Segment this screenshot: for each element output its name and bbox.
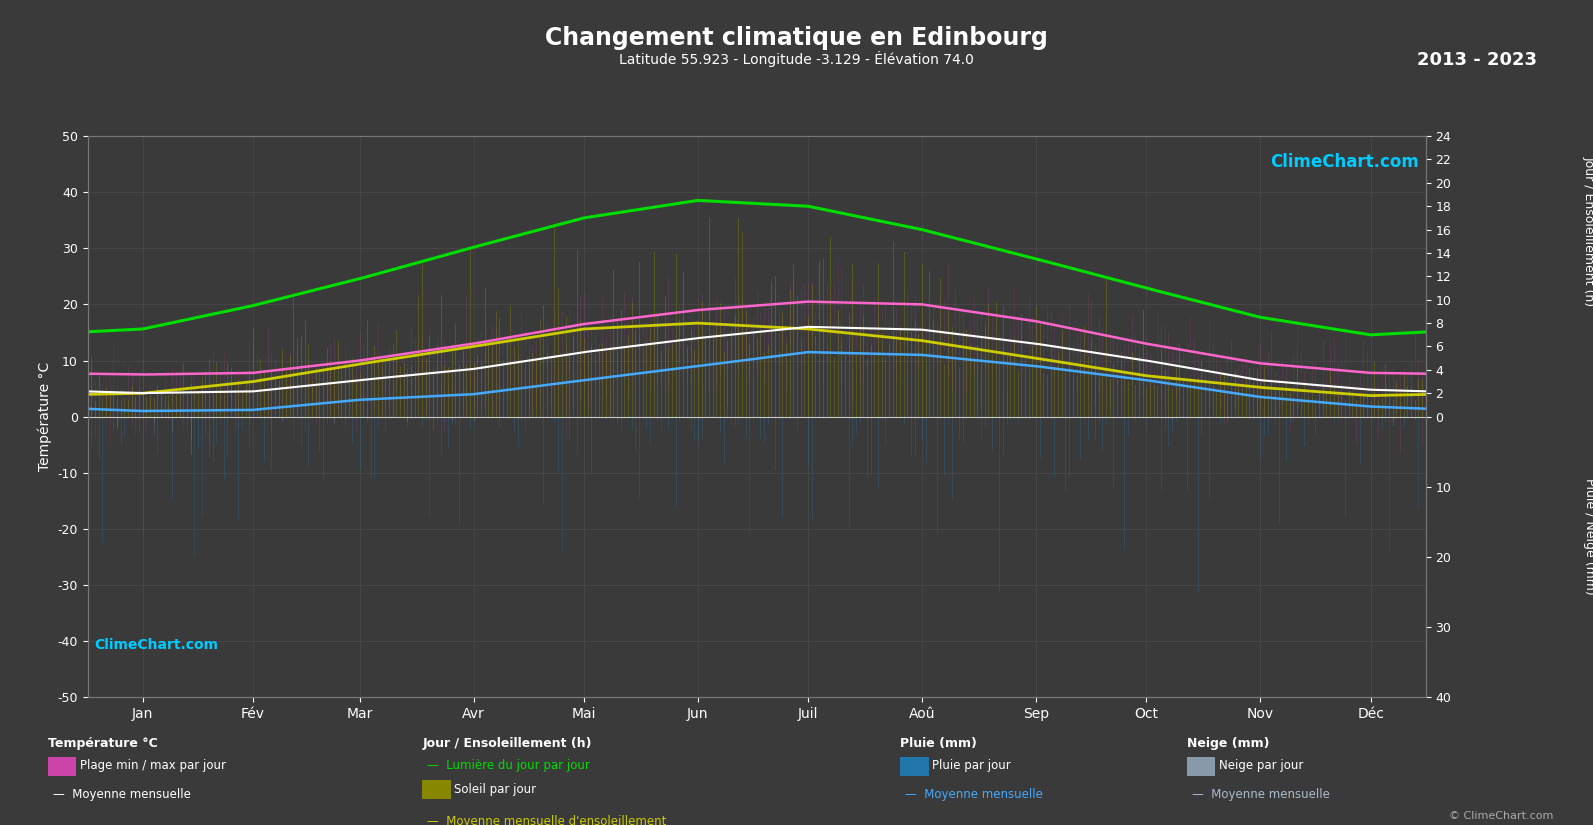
Text: Neige par jour: Neige par jour bbox=[1219, 759, 1303, 772]
Text: Plage min / max par jour: Plage min / max par jour bbox=[80, 759, 226, 772]
Text: —  Moyenne mensuelle: — Moyenne mensuelle bbox=[1192, 788, 1330, 801]
Text: ClimeChart.com: ClimeChart.com bbox=[1270, 153, 1419, 171]
Text: 2013 - 2023: 2013 - 2023 bbox=[1418, 51, 1537, 69]
Text: Neige (mm): Neige (mm) bbox=[1187, 737, 1270, 750]
Text: Pluie / Neige (mm): Pluie / Neige (mm) bbox=[1582, 478, 1593, 595]
Text: Pluie (mm): Pluie (mm) bbox=[900, 737, 977, 750]
Text: —  Moyenne mensuelle d'ensoleillement: — Moyenne mensuelle d'ensoleillement bbox=[427, 815, 666, 825]
Text: —  Lumière du jour par jour: — Lumière du jour par jour bbox=[427, 759, 589, 772]
Text: ClimeChart.com: ClimeChart.com bbox=[94, 639, 218, 653]
Text: Température °C: Température °C bbox=[48, 737, 158, 750]
Text: Soleil par jour: Soleil par jour bbox=[454, 783, 537, 796]
Text: © ClimeChart.com: © ClimeChart.com bbox=[1448, 811, 1553, 821]
Text: —  Moyenne mensuelle: — Moyenne mensuelle bbox=[905, 788, 1043, 801]
Text: Pluie par jour: Pluie par jour bbox=[932, 759, 1010, 772]
Text: —  Moyenne mensuelle: — Moyenne mensuelle bbox=[53, 788, 191, 801]
Y-axis label: Température °C: Température °C bbox=[37, 362, 53, 471]
Text: Latitude 55.923 - Longitude -3.129 - Élévation 74.0: Latitude 55.923 - Longitude -3.129 - Élé… bbox=[620, 51, 973, 67]
Text: Jour / Ensoleillement (h): Jour / Ensoleillement (h) bbox=[422, 737, 591, 750]
Text: Jour / Ensoleillement (h): Jour / Ensoleillement (h) bbox=[1582, 156, 1593, 306]
Text: Changement climatique en Edinbourg: Changement climatique en Edinbourg bbox=[545, 26, 1048, 50]
